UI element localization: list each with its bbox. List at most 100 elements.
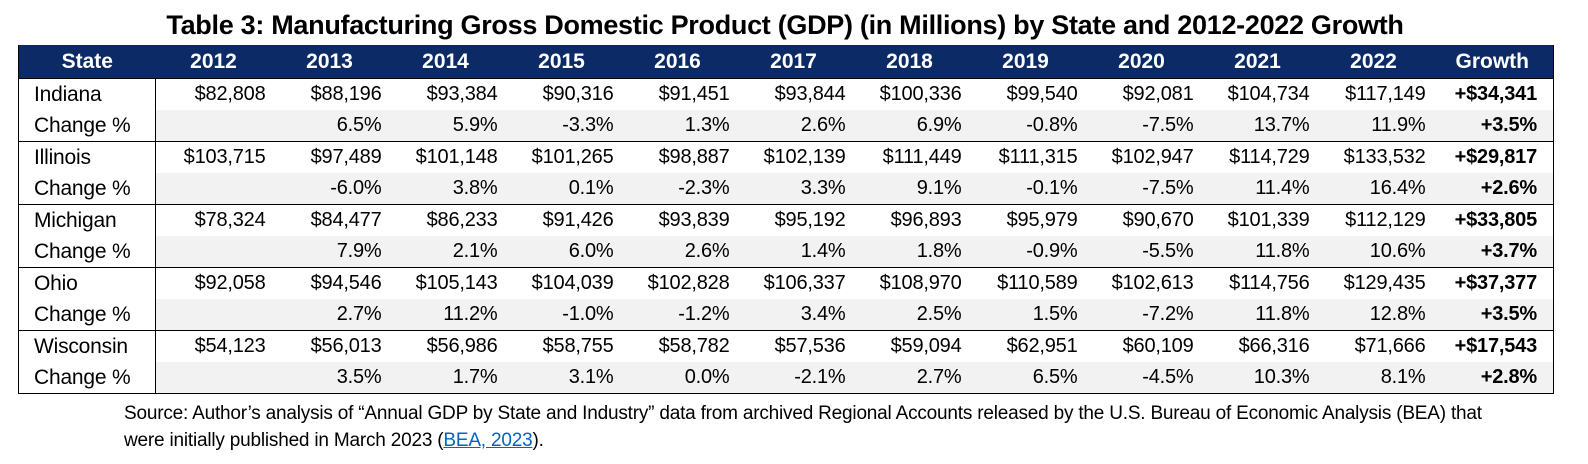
change-value: -0.1%	[967, 173, 1084, 205]
gdp-value: $100,336	[851, 78, 968, 110]
gdp-value: $82,808	[155, 78, 272, 110]
change-value: 6.5%	[967, 362, 1084, 394]
gdp-value: $86,233	[387, 204, 504, 236]
change-value: -4.5%	[1083, 362, 1200, 394]
change-label: Change %	[18, 362, 156, 394]
gdp-value: $104,039	[503, 267, 620, 299]
change-label: Change %	[18, 236, 156, 268]
gdp-value: $102,613	[1083, 267, 1200, 299]
gdp-value: $96,893	[851, 204, 968, 236]
gdp-value: $117,149	[1315, 78, 1432, 110]
gdp-value: $54,123	[155, 330, 272, 362]
gdp-value: $91,426	[503, 204, 620, 236]
change-value: 13.7%	[1199, 110, 1316, 142]
column-header: 2017	[735, 45, 852, 79]
gdp-value: $60,109	[1083, 330, 1200, 362]
gdp-value: $95,192	[735, 204, 852, 236]
change-value: 11.9%	[1315, 110, 1432, 142]
change-value: -1.0%	[503, 299, 620, 331]
state-name: Wisconsin	[18, 330, 156, 362]
change-label: Change %	[18, 299, 156, 331]
source-text: Source: Author’s analysis of “Annual GDP…	[124, 403, 1482, 451]
gdp-value: $101,265	[503, 141, 620, 173]
gdp-value: $88,196	[271, 78, 388, 110]
table-row-change: Change % 6.5% 5.9% -3.3% 1.3% 2.6% 6.9% -0.8% -7…	[18, 110, 1554, 142]
growth-value: +$17,543	[1431, 330, 1554, 362]
change-value: 1.5%	[967, 299, 1084, 331]
state-name: Michigan	[18, 204, 156, 236]
table-row-gdp: Indiana $82,808 $88,196 $93,384 $90,316 $91,4…	[18, 78, 1554, 110]
gdp-value: $90,316	[503, 78, 620, 110]
change-value: 3.5%	[271, 362, 388, 394]
change-value: 10.6%	[1315, 236, 1432, 268]
state-name: Illinois	[18, 141, 156, 173]
change-value: 1.7%	[387, 362, 504, 394]
gdp-value: $99,540	[967, 78, 1084, 110]
change-value	[155, 173, 272, 205]
gdp-value: $101,148	[387, 141, 504, 173]
gdp-value: $129,435	[1315, 267, 1432, 299]
gdp-value: $56,986	[387, 330, 504, 362]
column-header: 2019	[967, 45, 1084, 79]
change-value	[155, 110, 272, 142]
change-value: -0.8%	[967, 110, 1084, 142]
gdp-value: $92,058	[155, 267, 272, 299]
table-row-change: Change % 2.7% 11.2% -1.0% -1.2% 3.4% 2.5% 1.5% -…	[18, 299, 1554, 331]
gdp-value: $102,828	[619, 267, 736, 299]
gdp-value: $78,324	[155, 204, 272, 236]
growth-percent: +3.5%	[1431, 110, 1554, 142]
table-row-change: Change % 7.9% 2.1% 6.0% 2.6% 1.4% 1.8% -0.9% -5.…	[18, 236, 1554, 268]
source-link[interactable]: BEA, 2023	[443, 430, 533, 451]
gdp-value: $57,536	[735, 330, 852, 362]
gdp-value: $97,489	[271, 141, 388, 173]
column-header: Growth	[1431, 45, 1554, 79]
gdp-value: $56,013	[271, 330, 388, 362]
table-row-gdp: Michigan $78,324 $84,477 $86,233 $91,426 $93,…	[18, 204, 1554, 236]
growth-value: +$29,817	[1431, 141, 1554, 173]
change-value: -6.0%	[271, 173, 388, 205]
growth-percent: +3.5%	[1431, 299, 1554, 331]
change-value: 11.8%	[1199, 236, 1316, 268]
table-body: Indiana $82,808 $88,196 $93,384 $90,316 $91,4…	[18, 78, 1554, 394]
change-value: 11.2%	[387, 299, 504, 331]
change-value: 10.3%	[1199, 362, 1316, 394]
growth-value: +$34,341	[1431, 78, 1554, 110]
header-row: State 2012 2013 2014 2015 2016 2017 2018 2019 202…	[18, 45, 1554, 79]
gdp-value: $104,734	[1199, 78, 1316, 110]
gdp-value: $62,951	[967, 330, 1084, 362]
change-value: 11.8%	[1199, 299, 1316, 331]
growth-percent: +3.7%	[1431, 236, 1554, 268]
change-value: 2.6%	[735, 110, 852, 142]
gdp-value: $114,756	[1199, 267, 1316, 299]
column-header: 2015	[503, 45, 620, 79]
gdp-value: $106,337	[735, 267, 852, 299]
gdp-value: $102,139	[735, 141, 852, 173]
change-value: 1.4%	[735, 236, 852, 268]
change-value: 3.3%	[735, 173, 852, 205]
gdp-value: $58,782	[619, 330, 736, 362]
gdp-value: $66,316	[1199, 330, 1316, 362]
change-value: 2.7%	[851, 362, 968, 394]
change-value: -2.1%	[735, 362, 852, 394]
change-value: -5.5%	[1083, 236, 1200, 268]
gdp-value: $95,979	[967, 204, 1084, 236]
gdp-value: $71,666	[1315, 330, 1432, 362]
column-header: 2012	[155, 45, 272, 79]
gdp-value: $93,839	[619, 204, 736, 236]
growth-value: +$37,377	[1431, 267, 1554, 299]
table-row-change: Change % 3.5% 1.7% 3.1% 0.0% -2.1% 2.7% 6.5% -4.…	[18, 362, 1554, 394]
gdp-value: $103,715	[155, 141, 272, 173]
change-value: 6.5%	[271, 110, 388, 142]
column-header: 2018	[851, 45, 968, 79]
change-value: 1.8%	[851, 236, 968, 268]
change-value: 5.9%	[387, 110, 504, 142]
gdp-value: $112,129	[1315, 204, 1432, 236]
source-text-end: ).	[532, 430, 544, 451]
column-header: 2020	[1083, 45, 1200, 79]
change-label: Change %	[18, 110, 156, 142]
change-value: -1.2%	[619, 299, 736, 331]
change-value: 0.1%	[503, 173, 620, 205]
change-value: -0.9%	[967, 236, 1084, 268]
change-value: -7.5%	[1083, 173, 1200, 205]
change-value: 2.5%	[851, 299, 968, 331]
